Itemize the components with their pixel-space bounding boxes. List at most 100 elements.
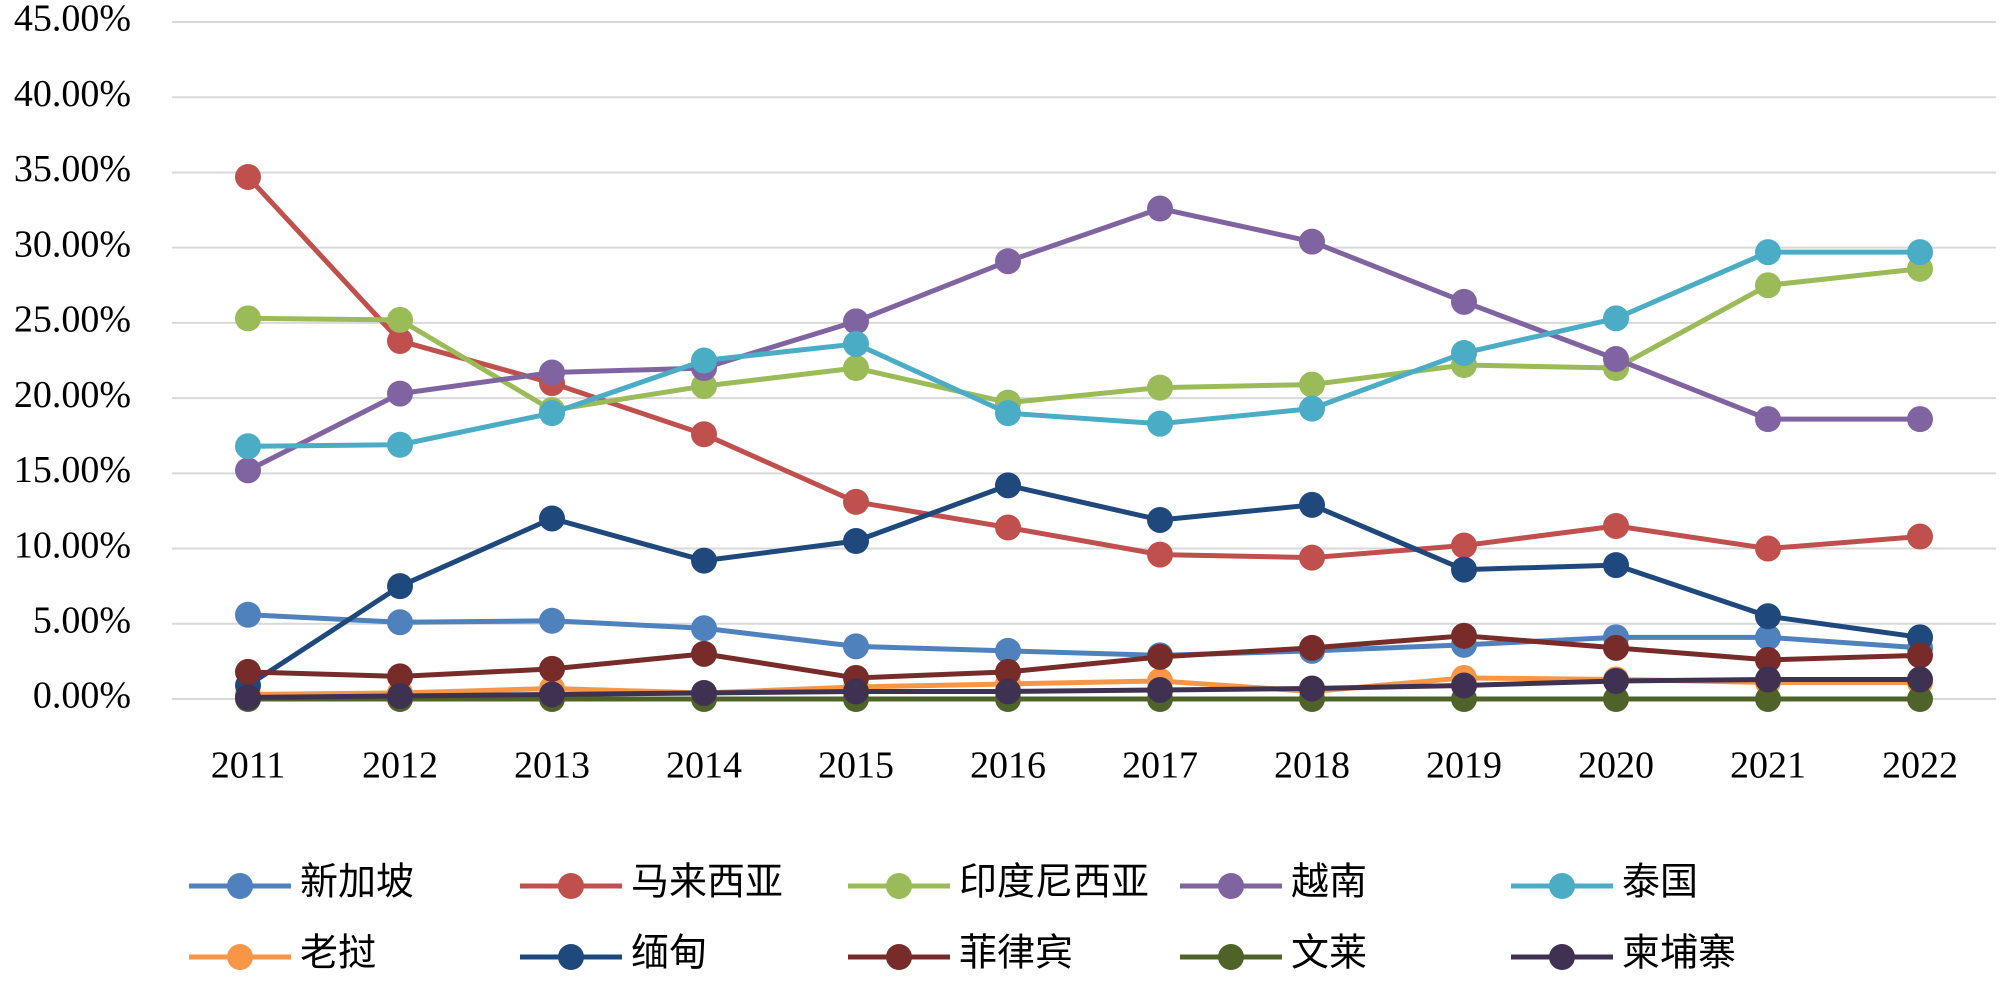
legend-marker [227,944,253,970]
point [387,609,413,636]
point [995,658,1021,685]
point [843,355,869,382]
y-tick-label: 45.00% [14,0,131,40]
point [1907,406,1933,433]
point [995,637,1021,664]
point [539,681,565,708]
point [1755,239,1781,266]
x-tick-label: 2022 [1882,745,1958,787]
point [1299,491,1325,518]
point [995,472,1021,499]
point [539,359,565,386]
x-tick-label: 2015 [818,745,894,787]
y-tick-label: 30.00% [14,223,131,265]
x-tick-label: 2019 [1426,745,1502,787]
point [1907,239,1933,266]
x-tick-label: 2021 [1730,745,1806,787]
point [1755,646,1781,673]
x-tick-label: 2011 [211,745,286,787]
legend-marker [227,873,253,899]
y-tick-label: 15.00% [14,449,131,491]
y-tick-label: 20.00% [14,374,131,416]
x-tick-label: 2014 [666,745,742,787]
x-tick-label: 2017 [1122,745,1198,787]
point [1451,672,1477,699]
series-line [246,206,1920,473]
point [1299,634,1325,661]
legend-label: 泰国 [1622,862,1698,904]
point [235,684,261,711]
point [843,308,869,335]
point [387,306,413,333]
series-line [247,633,1921,681]
series-line [247,266,1921,413]
legend-marker [886,944,912,970]
point [1147,541,1173,568]
point [1603,552,1629,579]
x-tick-label: 2013 [514,745,590,787]
y-tick-label: 10.00% [14,524,131,566]
series-line [247,676,1920,700]
point [995,400,1021,427]
legend-marker [558,944,584,970]
point [387,663,413,690]
series-line [246,482,1921,688]
point [1299,675,1325,702]
point [1603,634,1629,661]
point [1603,305,1629,332]
legend-label: 马来西亚 [631,862,783,904]
point [1603,345,1629,372]
x-tick-label: 2012 [362,745,438,787]
point [539,505,565,532]
point [387,327,413,354]
point [1147,195,1173,222]
point [1299,395,1325,422]
point [1907,666,1933,693]
x-tick-label: 2020 [1578,745,1654,787]
point [1755,686,1781,712]
point [235,601,261,628]
legend-label: 越南 [1291,862,1367,904]
legend-label: 新加坡 [300,862,414,904]
point [387,380,413,407]
point [1299,544,1325,571]
point [995,248,1021,275]
legend-marker [1549,873,1575,899]
point [1299,371,1325,398]
point [1755,624,1781,651]
point [1451,288,1477,315]
point [1755,272,1781,299]
point [1451,556,1477,583]
point [539,400,565,427]
y-tick-label: 5.00% [33,599,131,641]
point [235,658,261,685]
point [1603,686,1629,712]
legend-marker [1218,944,1244,970]
point [1603,512,1629,539]
legend-label: 老挝 [300,933,376,975]
point [1907,624,1933,651]
y-tick-label: 35.00% [14,148,131,190]
point [1755,535,1781,562]
point [691,373,717,400]
point [995,514,1021,541]
point [1755,666,1781,693]
point [539,607,565,634]
point [1299,228,1325,255]
point [1755,406,1781,433]
point [1147,643,1173,670]
point [691,347,717,374]
point [1147,374,1173,401]
point [235,163,261,190]
point [1755,603,1781,630]
point [387,573,413,600]
point [235,305,261,332]
point [1147,410,1173,437]
series-line [247,249,1920,449]
series-line [247,612,1921,658]
point [691,679,717,706]
point [1603,667,1629,694]
point [843,678,869,705]
